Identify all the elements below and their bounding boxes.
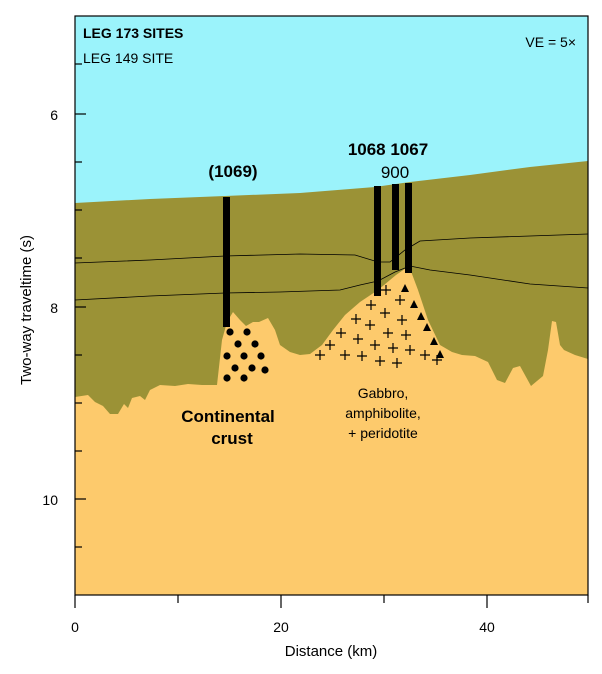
legend-leg173: LEG 173 SITES [83, 25, 183, 41]
y-tick-label-8: 8 [50, 300, 58, 316]
drill-hole-1068 [374, 186, 381, 296]
drill-hole-1069 [223, 197, 230, 327]
y-tick-label-10: 10 [42, 492, 58, 508]
x-axis-title: Distance (km) [285, 643, 378, 660]
site-label-900: 900 [381, 163, 409, 182]
y-ticks [75, 63, 86, 548]
continental-crust-pattern [223, 328, 269, 382]
drill-hole-1067 [405, 183, 412, 273]
basement-layer [75, 266, 588, 595]
continental-crust-label-1: Continental [181, 407, 275, 426]
site-label-1068-1067: 1068 1067 [348, 140, 428, 159]
gabbro-label-1: Gabbro, [358, 385, 409, 401]
reflector-1 [75, 233, 588, 264]
peridotite-pattern [401, 284, 444, 358]
gabbro-pattern [315, 285, 442, 368]
y-tick-label-6: 6 [50, 107, 58, 123]
site-label-1069: (1069) [208, 162, 257, 181]
plot-frame [74, 15, 589, 596]
drill-hole-900 [392, 184, 399, 270]
continental-crust-label-2: crust [211, 429, 253, 448]
x-tick-label-20: 20 [273, 619, 289, 635]
x-ticks [74, 595, 589, 608]
gabbro-label-2: amphibolite, [345, 405, 421, 421]
x-tick-label-40: 40 [479, 619, 495, 635]
x-tick-label-0: 0 [71, 619, 79, 635]
legend-leg149: LEG 149 SITE [83, 50, 173, 66]
ve-label: VE = 5× [525, 34, 576, 50]
gabbro-label-3: + peridotite [348, 425, 418, 441]
y-axis-title: Two-way traveltime (s) [18, 235, 35, 385]
